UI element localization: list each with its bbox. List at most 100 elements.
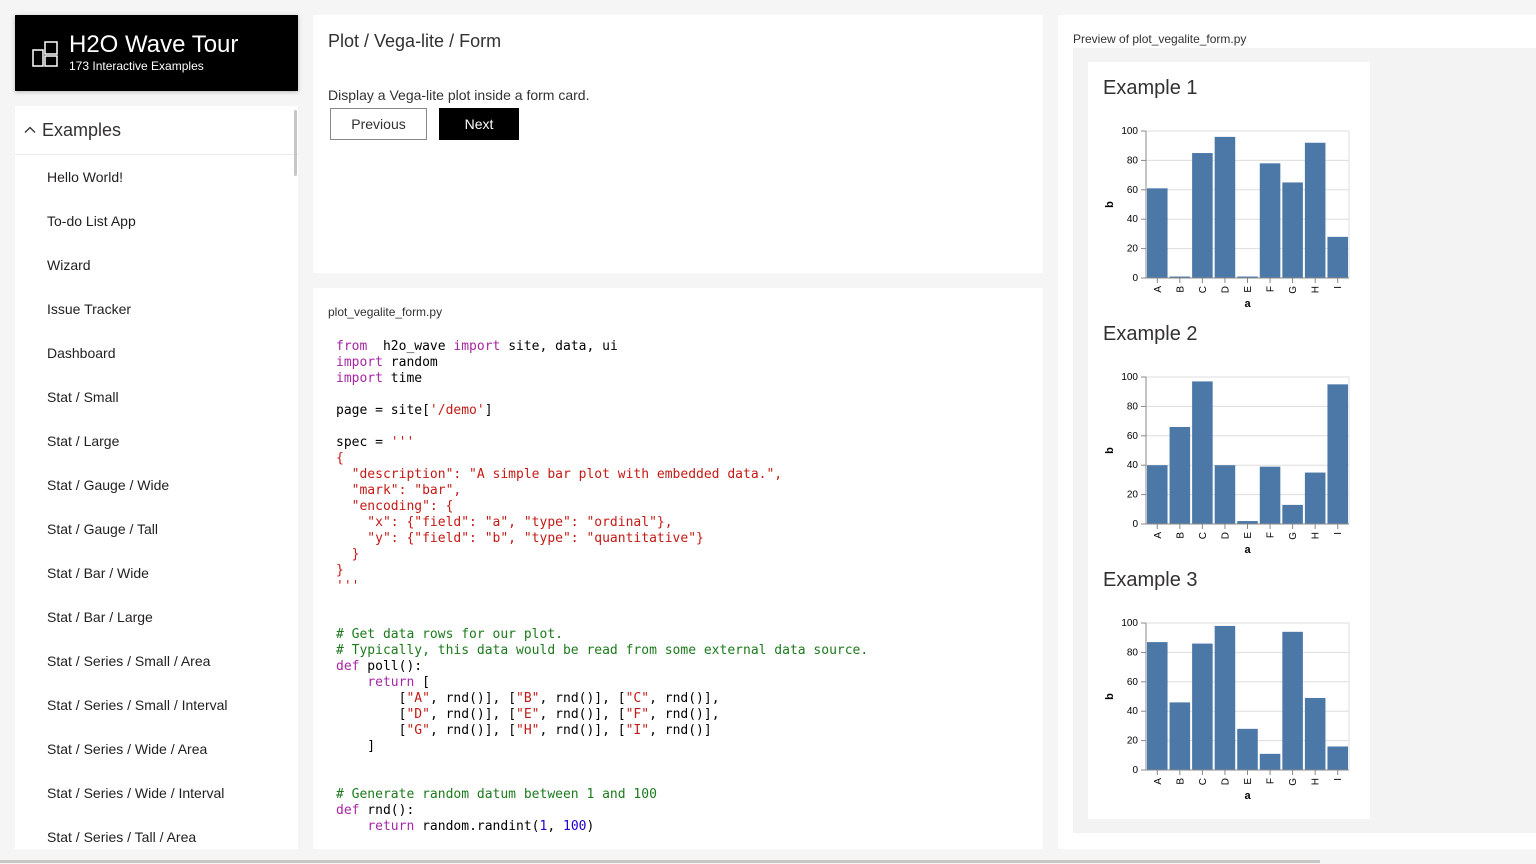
- code-token: , rnd()],: [649, 707, 720, 722]
- x-tick-label: E: [1243, 286, 1254, 293]
- code-token: "H": [516, 723, 540, 738]
- horizontal-scrollbar[interactable]: [0, 860, 1320, 863]
- code-line: return random.randint(1, 100): [336, 819, 868, 835]
- bar: [1169, 276, 1191, 278]
- code-token: # Get data rows for our plot.: [336, 627, 563, 642]
- code-line: ["D", rnd()], ["E", rnd()], ["F", rnd()]…: [336, 707, 868, 723]
- nav-item[interactable]: Wizard: [47, 257, 91, 273]
- example-title: Plot / Vega-lite / Form: [328, 31, 502, 51]
- code-line: "mark": "bar",: [336, 483, 868, 499]
- code-token: # Generate random datum between 1 and 10…: [336, 787, 657, 802]
- code-token: "G": [406, 723, 430, 738]
- code-token: poll():: [359, 659, 423, 674]
- y-tick-label: 0: [1132, 765, 1138, 776]
- x-axis-title: a: [1244, 298, 1251, 310]
- code-token: [: [336, 691, 407, 706]
- code-token: }: [336, 563, 344, 578]
- code-token: "F": [625, 707, 650, 722]
- code-token: "y": {"field": "b", "type": "quantitativ…: [336, 531, 704, 546]
- code-token: spec =: [336, 435, 391, 450]
- preview-label: Preview of plot_vegalite_form.py: [1073, 32, 1247, 46]
- code-token: def: [336, 659, 360, 674]
- nav-group-header[interactable]: Examples: [15, 106, 298, 155]
- code-token: site, data, ui: [500, 339, 618, 354]
- code-token: 1: [539, 819, 548, 834]
- y-tick-label: 100: [1121, 126, 1138, 137]
- nav-item[interactable]: Stat / Small: [47, 389, 119, 405]
- bar: [1259, 163, 1281, 278]
- nav-item[interactable]: Stat / Series / Small / Interval: [47, 697, 228, 713]
- code-line: return [: [336, 675, 868, 691]
- code-token: "mark": "bar",: [336, 483, 462, 498]
- y-tick-label: 80: [1127, 647, 1139, 658]
- x-tick-label: F: [1266, 778, 1277, 784]
- code-line: ]: [336, 739, 868, 755]
- bar-chart: 0 20 40 60 80 100 A B C D E F G H Ia b: [1104, 372, 1350, 556]
- code-token: "E": [516, 707, 540, 722]
- nav-item[interactable]: Stat / Large: [47, 433, 120, 449]
- x-tick-label: E: [1243, 532, 1254, 539]
- example-title: Example 1: [1103, 77, 1198, 99]
- nav-scrollbar[interactable]: [294, 110, 297, 176]
- code-line: [336, 595, 868, 611]
- nav-item[interactable]: Stat / Bar / Large: [47, 609, 153, 625]
- code-token: , rnd()],: [649, 691, 720, 706]
- bar: [1259, 466, 1281, 524]
- code-token: random: [382, 355, 438, 370]
- code-token: import: [336, 355, 383, 370]
- code-token: import: [453, 339, 501, 354]
- x-tick-label: F: [1266, 532, 1277, 538]
- y-tick-label: 20: [1127, 736, 1139, 747]
- nav-item[interactable]: Dashboard: [47, 345, 116, 361]
- next-button[interactable]: Next: [439, 108, 519, 140]
- bar: [1214, 625, 1236, 770]
- code-line: "y": {"field": "b", "type": "quantitativ…: [336, 531, 868, 547]
- code-token: , rnd()], [: [429, 707, 517, 722]
- code-line: [336, 419, 868, 435]
- y-axis-title: b: [1104, 447, 1116, 454]
- bar: [1327, 384, 1348, 524]
- code-line: [336, 611, 868, 627]
- code-block: from h2o_wave import site, data, ui impor…: [336, 339, 868, 835]
- nav-item[interactable]: Issue Tracker: [47, 301, 132, 317]
- code-token: ,: [547, 819, 563, 834]
- nav-item[interactable]: Stat / Series / Tall / Area: [47, 829, 197, 845]
- x-tick-label: I: [1333, 778, 1344, 781]
- nav-item[interactable]: Stat / Series / Wide / Area: [47, 741, 208, 757]
- app-title: H2O Wave Tour: [69, 31, 239, 58]
- code-line: }: [336, 547, 868, 563]
- x-tick-label: I: [1333, 286, 1344, 289]
- code-line: # Generate random datum between 1 and 10…: [336, 787, 868, 803]
- y-tick-label: 60: [1127, 677, 1139, 688]
- code-line: from h2o_wave import site, data, ui: [336, 339, 868, 355]
- code-token: ]: [484, 403, 493, 418]
- nav-item[interactable]: To-do List App: [47, 213, 136, 229]
- code-line: ["G", rnd()], ["H", rnd()], ["I", rnd()]: [336, 723, 868, 739]
- bar: [1259, 753, 1281, 770]
- nav-items: Hello World! To-do List App Wizard Issue Tr…: [15, 155, 298, 849]
- chevron-up-icon[interactable]: [23, 123, 37, 137]
- app-header: H2O Wave Tour 173 Interactive Examples: [15, 15, 298, 91]
- nav-item[interactable]: Hello World!: [47, 169, 123, 185]
- code-line: [336, 755, 868, 771]
- bar: [1304, 142, 1326, 278]
- code-token: def: [336, 803, 360, 818]
- nav-item[interactable]: Stat / Series / Small / Area: [47, 653, 211, 669]
- code-token: ''': [390, 435, 415, 450]
- nav-item[interactable]: Stat / Gauge / Wide: [47, 477, 170, 493]
- bar: [1214, 136, 1236, 278]
- code-token: [336, 675, 367, 690]
- code-token: {: [336, 451, 344, 466]
- nav-item[interactable]: Stat / Series / Wide / Interval: [47, 785, 225, 801]
- bar-chart: 0 20 40 60 80 100 A B C D E F G H Ia b: [1104, 618, 1350, 802]
- nav-item[interactable]: Stat / Gauge / Tall: [47, 521, 159, 537]
- nav-item[interactable]: Stat / Bar / Wide: [47, 565, 149, 581]
- x-axis-title: a: [1244, 544, 1251, 556]
- code-token: [: [336, 707, 407, 722]
- code-line: def rnd():: [336, 803, 868, 819]
- code-line: ''': [336, 579, 868, 595]
- previous-button[interactable]: Previous: [330, 108, 427, 140]
- code-token: # Typically, this data would be read fro…: [336, 643, 869, 658]
